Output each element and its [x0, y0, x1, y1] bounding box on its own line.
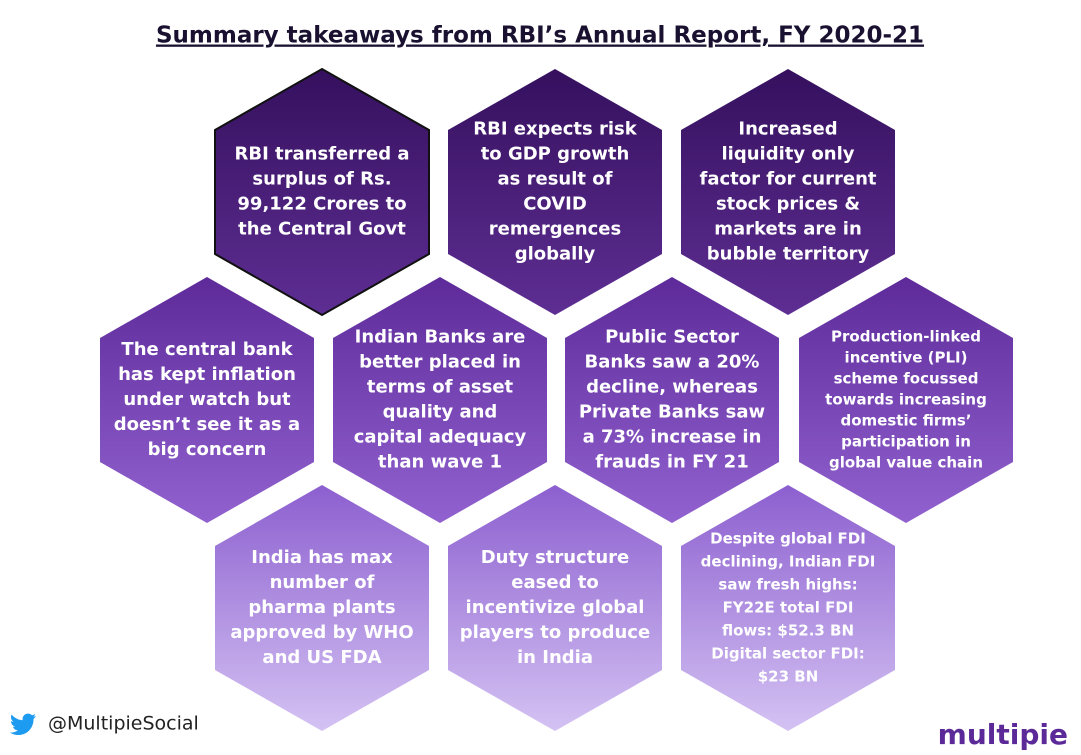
hexagon-text: players to produce — [460, 622, 650, 643]
hexagon-text: under watch but — [123, 389, 291, 410]
hexagon-text: and US FDA — [262, 647, 381, 668]
hexagon — [448, 69, 662, 315]
twitter-icon — [10, 713, 36, 735]
hexagon-text: in India — [517, 647, 593, 668]
hexagon-text: bubble territory — [707, 244, 870, 265]
hexagon-text: has kept inflation — [118, 364, 296, 385]
hexagon-node: Production-linked incentive (PLI) scheme f… — [799, 277, 1013, 523]
hexagon-text: Private Banks saw — [579, 402, 765, 423]
hexagon-text: RBI expects risk — [473, 119, 637, 140]
hexagon-text: eased to — [511, 572, 598, 593]
twitter-handle: @MultipieSocial — [48, 713, 199, 735]
hexagon-text: stock prices & — [716, 194, 860, 215]
hexagon-text: liquidity only — [722, 144, 855, 165]
hexagon-text: Digital sector FDI: — [711, 645, 865, 663]
title: Summary takeaways from RBI’s Annual Repo… — [156, 23, 924, 49]
hexagon-text: Indian Banks are — [355, 327, 526, 348]
hexagon-node: RBI expects risk to GDP growth as result o… — [448, 69, 662, 315]
hexagon-text: the Central Govt — [238, 219, 406, 240]
hexagon-text: surplus of Rs. — [252, 169, 391, 190]
hexagon-text: factor for current — [700, 169, 877, 190]
logo: multipie — [938, 718, 1068, 751]
hexagon — [215, 485, 429, 731]
hexagon-text: Duty structure — [481, 547, 630, 568]
hexagon-text: as result of — [498, 169, 613, 190]
hexagon-text: Despite global FDI — [710, 530, 866, 548]
hexagon-text: 99,122 Crores to — [237, 194, 406, 215]
hexagon-text: big concern — [148, 439, 267, 460]
hexagon-node: Duty structure eased to incentivize global… — [448, 485, 662, 731]
hexagon-text: Public Sector — [605, 327, 739, 348]
hexagon-text: incentive (PLI) — [845, 349, 968, 367]
hexagon-node: Increased liquidity only factor for curren… — [681, 69, 895, 315]
hexagon-text: Increased — [738, 119, 837, 140]
hexagon-node: India has max number of pharma plants appro… — [215, 485, 429, 731]
hexagon — [214, 67, 430, 317]
hexagon-text: number of — [270, 572, 375, 593]
hexagon-text: better placed in — [359, 352, 521, 373]
hexagon-text: Banks saw a 20% — [585, 352, 760, 373]
hexagon-text: remergences — [489, 219, 621, 240]
hexagon-text: COVID — [523, 194, 587, 215]
hexagon-text: than wave 1 — [378, 452, 502, 473]
hexagon-text: declining, Indian FDI — [701, 553, 876, 571]
hexagon — [681, 485, 895, 731]
hexagon-text: a 73% increase in — [583, 427, 762, 448]
hexagon-node: Despite global FDI declining, Indian FDI s… — [681, 485, 895, 731]
hexagon-text: RBI transferred a — [235, 144, 410, 165]
hexagon — [333, 277, 547, 523]
hexagon-text: $23 BN — [758, 668, 819, 686]
hexagon-text: quality and — [383, 402, 498, 423]
hexagon-text: approved by WHO — [230, 622, 413, 643]
hexagon-text: FY22E total FDI — [723, 599, 854, 617]
hexagon-text: frauds in FY 21 — [595, 452, 748, 473]
hexagon-text: markets are in — [714, 219, 862, 240]
hexagon — [681, 69, 895, 315]
hexagon-text: Production-linked — [831, 328, 981, 346]
hexagon-text: domestic firms’ — [841, 412, 972, 430]
hexagon-text: terms of asset — [367, 377, 514, 398]
hexagon-text: saw fresh highs: — [718, 576, 857, 594]
hexagon-text: decline, whereas — [586, 377, 758, 398]
hexagon-text: global value chain — [829, 454, 983, 472]
hexagon-text: incentivize global — [466, 597, 645, 618]
hexagon-text: towards increasing — [825, 391, 987, 409]
hexagon-text: participation in — [841, 433, 971, 451]
hexagon-node: RBI transferred a surplus of Rs. 99,122 Cr… — [214, 67, 430, 317]
hexagon-text: flows: $52.3 BN — [722, 622, 854, 640]
hexagon-text: to GDP growth — [481, 144, 630, 165]
hexagon-node: Indian Banks are better placed in terms of… — [333, 277, 547, 523]
hexagon-text: doesn’t see it as a — [114, 414, 300, 435]
hexagon — [799, 277, 1013, 523]
hexagon-text: scheme focussed — [834, 370, 979, 388]
hexagon-text: The central bank — [121, 339, 293, 360]
hexagon-text: India has max — [251, 547, 393, 568]
hexagon — [100, 277, 314, 523]
hexagon — [565, 277, 779, 523]
hexagon-text: globally — [515, 244, 596, 265]
hexagon-text: capital adequacy — [354, 427, 527, 448]
hexagon-node: Public Sector Banks saw a 20% decline, whe… — [565, 277, 779, 523]
hexagon-text: pharma plants — [248, 597, 395, 618]
hexagon — [448, 485, 662, 731]
hexagon-node: The central bank has kept inflation under … — [100, 277, 314, 523]
